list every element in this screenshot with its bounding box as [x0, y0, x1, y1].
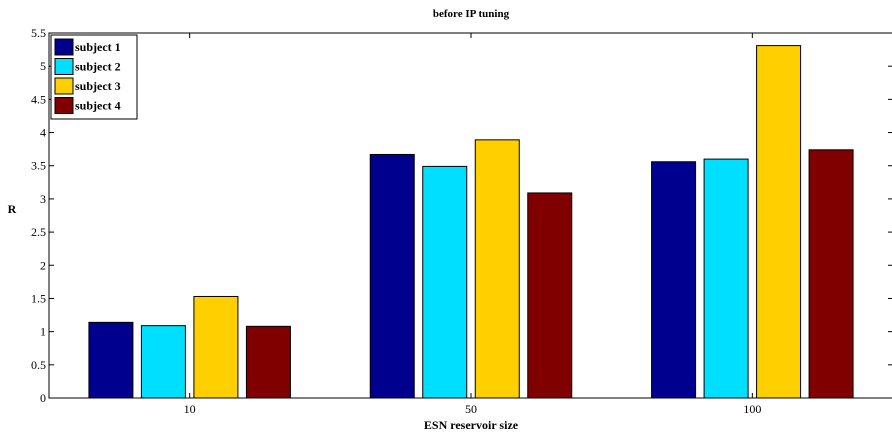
bars-group	[88, 45, 854, 399]
y-tick-label: 1	[40, 325, 46, 339]
legend-swatch	[54, 97, 74, 114]
bar-subject-4-10	[245, 325, 291, 399]
chart-title: before IP tuning	[433, 8, 510, 20]
x-tick-label: 10	[184, 402, 196, 416]
y-tick-label: 0	[40, 391, 46, 405]
y-tick-label: 4	[40, 126, 46, 140]
bar-subject-2-100	[703, 158, 749, 399]
legend-entry: subject 3	[75, 79, 121, 93]
bar-subject-4-100	[808, 149, 854, 399]
y-tick-label: 2	[40, 258, 46, 272]
y-tick-label: 3	[40, 192, 46, 206]
bar-subject-3-10	[193, 295, 239, 399]
y-tick-label: 0.5	[31, 358, 46, 372]
y-axis: 0 0.5 1 1.5 2 2.5 3 3.5 4 4.5 5 5.5	[31, 26, 892, 405]
legend-swatch	[54, 38, 74, 56]
y-tick-label: 2.5	[31, 225, 46, 239]
x-tick-label: 50	[465, 402, 477, 416]
bar-subject-1-10	[88, 321, 134, 399]
legend-swatch	[54, 77, 74, 95]
y-tick-label: 5	[40, 59, 46, 73]
bar-subject-1-100	[651, 161, 697, 399]
y-tick-label: 4.5	[31, 92, 46, 106]
bar-subject-4-50	[527, 192, 573, 399]
y-tick-label: 3.5	[31, 159, 46, 173]
bar-subject-2-50	[422, 165, 468, 399]
legend-entry: subject 4	[75, 99, 121, 113]
legend-swatch	[54, 58, 74, 75]
x-tick-label: 100	[743, 402, 761, 416]
legend: subject 1 subject 2 subject 3 subject 4	[50, 34, 138, 120]
legend-entry: subject 1	[75, 40, 121, 54]
y-tick-label: 5.5	[31, 26, 46, 40]
bar-subject-1-50	[369, 153, 415, 399]
bar-subject-3-100	[756, 45, 802, 399]
x-axis-label: ESN reservoir size	[424, 418, 519, 432]
y-tick-label: 1.5	[31, 291, 46, 305]
y-axis-label: R	[8, 202, 17, 216]
bar-subject-2-10	[140, 325, 186, 399]
x-axis: 10 50 100	[184, 33, 761, 416]
legend-entry: subject 2	[75, 60, 121, 74]
bar-subject-3-50	[474, 139, 520, 399]
